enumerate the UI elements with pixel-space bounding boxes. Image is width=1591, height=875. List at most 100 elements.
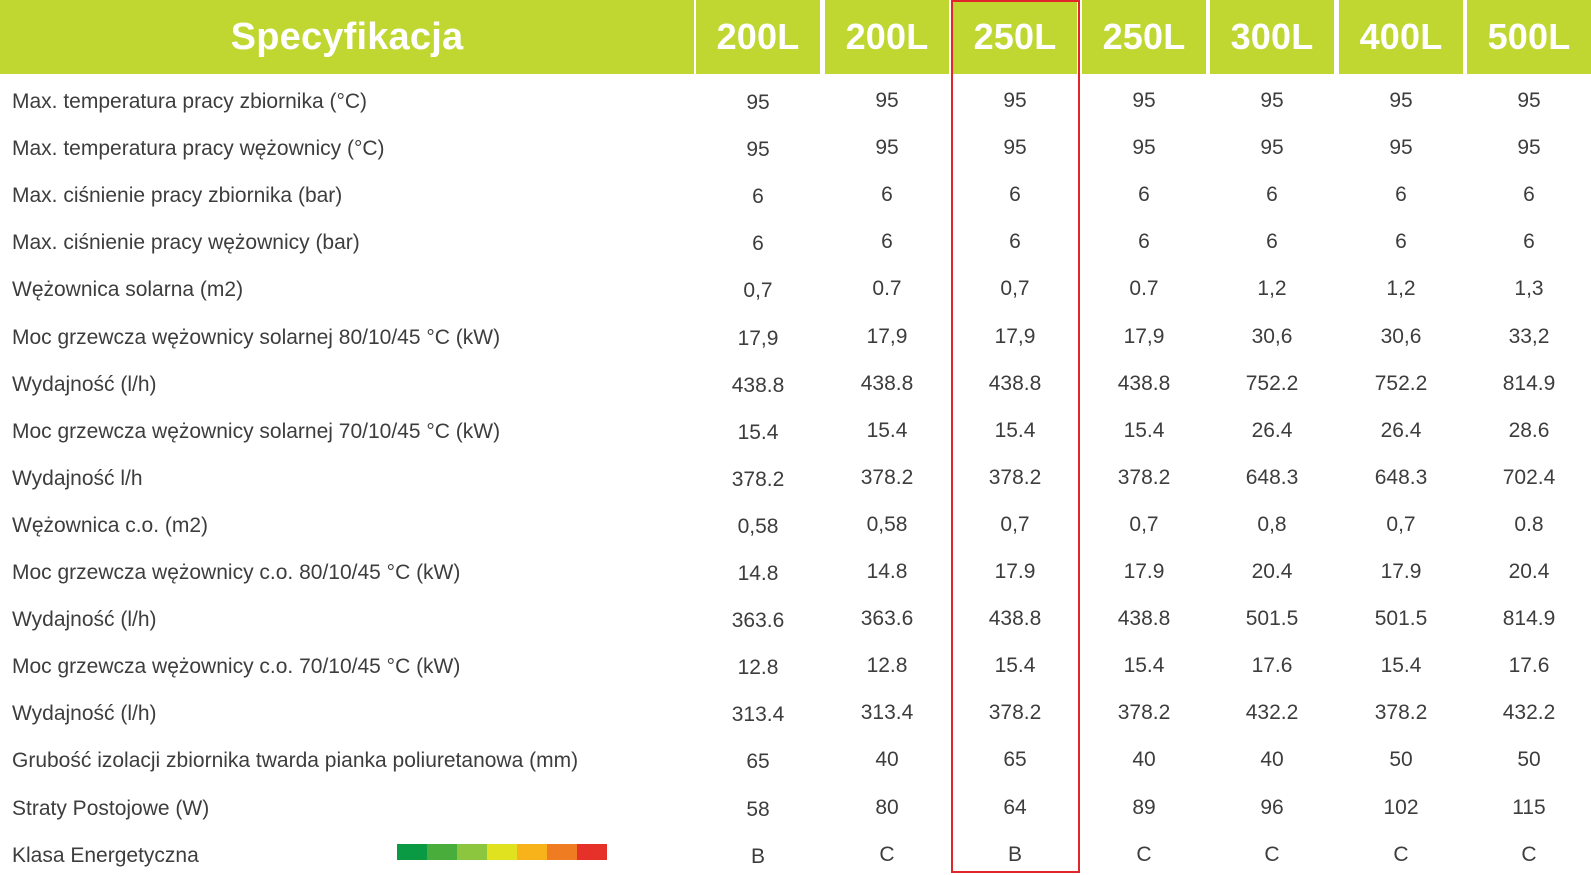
table-cell: 95 [875,89,899,112]
header-column-6: 400L [1339,0,1463,74]
energy-class-scale [397,844,607,860]
table-cell: 814.9 [1502,607,1556,630]
table-cell: 65 [1003,748,1027,771]
table-cell: 40 [1260,748,1284,771]
header-column-1: 200L [696,0,820,74]
row-label: Klasa Energetyczna [12,844,199,867]
table-cell: 0.7 [1129,277,1159,300]
table-cell: 6 [881,183,893,206]
table-cell: 15.4 [866,419,908,442]
table-cell: 752.2 [1245,372,1299,395]
table-cell: 65 [746,750,770,773]
table-cell: 378.2 [731,468,785,491]
table-cell: 6 [1138,230,1150,253]
table-cell: 17.9 [1123,560,1165,583]
table-cell: 15.4 [1123,654,1165,677]
table-cell: 14.8 [866,560,908,583]
table-cell: 95 [1389,89,1413,112]
table-cell: 378.2 [988,466,1042,489]
table-cell: 438.8 [988,607,1042,630]
table-cell: 363.6 [731,609,785,632]
table-cell: 95 [875,136,899,159]
table-cell: 17,9 [994,325,1036,348]
table-cell: 6 [1523,230,1535,253]
table-cell: 115 [1512,796,1546,819]
table-cell: 6 [1523,183,1535,206]
table-cell: 89 [1132,796,1156,819]
row-label: Max. temperatura pracy zbiornika (°C) [12,90,368,113]
energy-scale-segment [517,844,547,860]
row-label: Moc grzewcza wężownicy c.o. 70/10/45 °C … [12,655,461,678]
table-cell: 0.8 [1514,513,1544,536]
table-cell: 752.2 [1374,372,1428,395]
table-cell: 432.2 [1245,701,1299,724]
table-cell: 0,7 [1000,277,1030,300]
table-cell: 1,2 [1386,277,1416,300]
table-cell: 363.6 [860,607,914,630]
table-cell: 15.4 [994,654,1036,677]
table-cell: 378.2 [988,701,1042,724]
row-label: Max. temperatura pracy wężownicy (°C) [12,137,385,160]
table-cell: 95 [1132,136,1156,159]
table-cell: 95 [1260,89,1284,112]
table-cell: 20.4 [1508,560,1550,583]
table-cell: 14.8 [737,562,779,585]
row-label: Wydajność (l/h) [12,373,157,396]
table-cell: 501.5 [1245,607,1299,630]
table-cell: 50 [1517,748,1541,771]
table-cell: 64 [1003,796,1027,819]
table-cell: 95 [1003,136,1027,159]
table-cell: 438.8 [1117,372,1171,395]
table-cell: 6 [1266,183,1278,206]
table-cell: 28.6 [1508,419,1550,442]
table-cell: 6 [1266,230,1278,253]
table-cell: 50 [1389,748,1413,771]
table-cell: 95 [746,138,770,161]
header-column-5: 300L [1210,0,1334,74]
table-cell: 26.4 [1380,419,1422,442]
table-cell: 26.4 [1251,419,1293,442]
table-cell: C [1136,843,1152,866]
table-cell: 438.8 [860,372,914,395]
table-cell: 6 [752,185,764,208]
row-label: Max. ciśnienie pracy zbiornika (bar) [12,184,343,207]
table-cell: 12.8 [737,656,779,679]
table-cell: C [1521,843,1537,866]
table-cell: 40 [875,748,899,771]
table-cell: 6 [1009,183,1021,206]
table-cell: 378.2 [1374,701,1428,724]
table-cell: 6 [1395,183,1407,206]
table-cell: 0,7 [743,279,773,302]
table-cell: 313.4 [731,703,785,726]
table-cell: 432.2 [1502,701,1556,724]
row-label: Wydajność (l/h) [12,608,157,631]
row-label: Wydajność l/h [12,467,143,490]
table-cell: 15.4 [1123,419,1165,442]
table-cell: 6 [1138,183,1150,206]
table-cell: 12.8 [866,654,908,677]
table-cell: 95 [1003,89,1027,112]
row-label: Grubość izolacji zbiornika twarda pianka… [12,749,579,772]
table-cell: 95 [1132,89,1156,112]
header-column-4: 250L [1082,0,1206,74]
table-cell: 40 [1132,748,1156,771]
table-cell: 378.2 [1117,466,1171,489]
table-cell: 648.3 [1374,466,1428,489]
table-cell: 95 [746,91,770,114]
table-cell: 0,8 [1257,513,1287,536]
energy-scale-segment [397,844,427,860]
table-cell: 378.2 [1117,701,1171,724]
energy-scale-segment [577,844,607,860]
table-cell: 15.4 [737,421,779,444]
table-cell: 438.8 [988,372,1042,395]
table-cell: 6 [752,232,764,255]
header-spec-label: Specyfikacja [0,0,694,74]
table-cell: 378.2 [860,466,914,489]
table-cell: 313.4 [860,701,914,724]
table-cell: 15.4 [1380,654,1422,677]
table-cell: C [879,843,895,866]
table-cell: 102 [1383,796,1419,819]
table-cell: 58 [746,798,770,821]
row-label: Moc grzewcza wężownicy solarnej 80/10/45… [12,326,501,349]
table-cell: 17,9 [866,325,908,348]
